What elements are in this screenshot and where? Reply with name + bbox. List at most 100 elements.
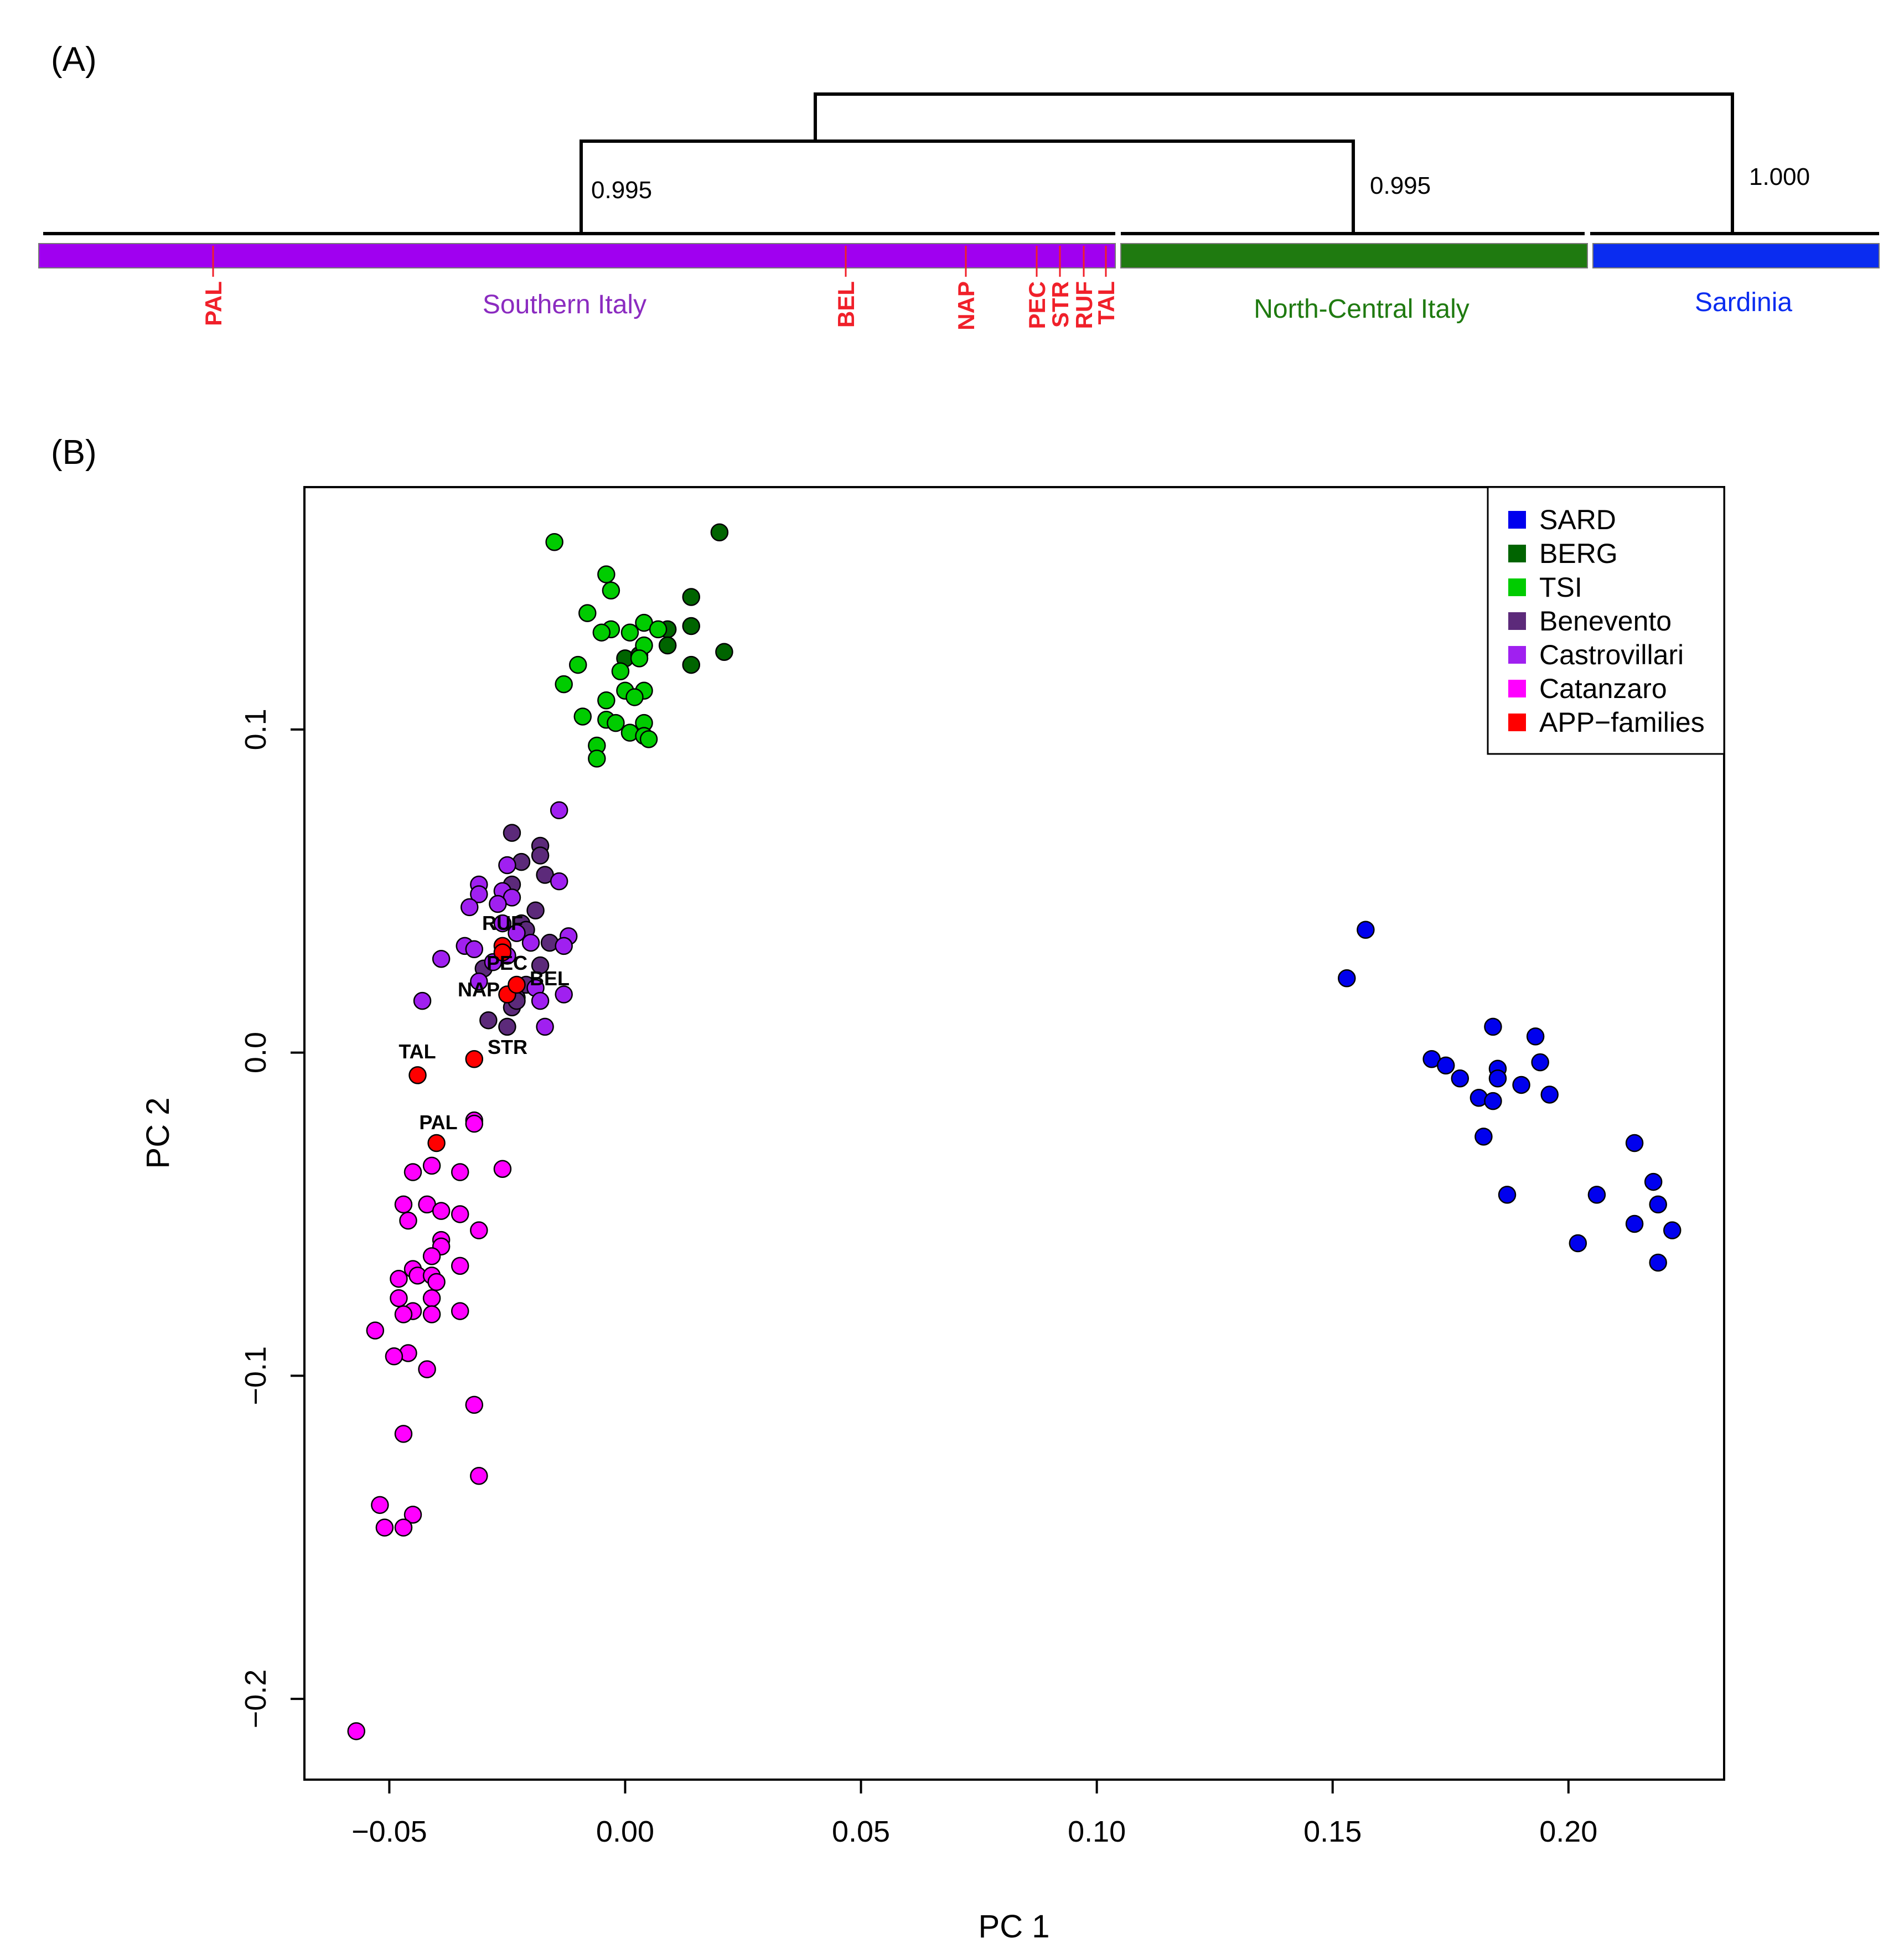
data-point: [550, 872, 568, 891]
data-point: [531, 956, 550, 975]
data-point: [479, 1011, 498, 1030]
plot-frame: [303, 486, 1725, 1781]
data-point: [1338, 969, 1356, 988]
data-point: [620, 623, 639, 642]
data-point: [710, 523, 729, 541]
data-point: [422, 1289, 441, 1307]
data-point: [602, 581, 620, 600]
data-point: [597, 565, 615, 583]
data-point: [465, 940, 484, 959]
panel-a-label: (A): [51, 40, 97, 79]
data-point: [390, 1289, 408, 1307]
data-point: [451, 1163, 469, 1181]
region-bar-southern-italy: [38, 243, 1116, 268]
data-point: [1474, 1128, 1493, 1146]
data-point: [1526, 1027, 1545, 1046]
data-point: [451, 1205, 469, 1223]
data-point: [545, 533, 563, 551]
data-point: [1540, 1085, 1559, 1104]
data-point: [625, 688, 644, 706]
data-point: [1512, 1076, 1530, 1094]
y-tick-label: 0.0: [239, 1032, 272, 1073]
scatter-points: [347, 523, 1681, 1740]
data-point: [498, 1017, 516, 1036]
data-point: [403, 1506, 422, 1524]
data-point: [451, 1257, 469, 1275]
data-point: [422, 1156, 441, 1175]
y-tick-label: 0.1: [239, 709, 272, 750]
legend: SARDBERGTSIBeneventoCastrovillariCatanza…: [1487, 486, 1725, 755]
data-point: [555, 675, 573, 694]
point-label-str: STR: [488, 1036, 527, 1058]
data-point: [470, 972, 488, 991]
data-point: [493, 943, 512, 962]
series-castrovillari: [413, 801, 578, 1036]
data-point: [1451, 1069, 1470, 1088]
point-labels: RUF PEC NAP BEL TAL STR PAL: [399, 912, 570, 1134]
point-label-pal: PAL: [419, 1111, 457, 1134]
x-tick-label: −0.05: [351, 1815, 427, 1848]
point-label-ruf: RUF: [482, 912, 523, 934]
data-point: [649, 620, 668, 639]
data-point: [390, 1269, 408, 1288]
data-point: [1569, 1234, 1587, 1253]
data-point: [555, 985, 573, 1004]
point-label-pec: PEC: [487, 952, 527, 974]
family-label-pal: PAL: [200, 281, 226, 326]
data-point: [526, 901, 545, 919]
region-bar-north-central-italy: [1120, 243, 1588, 268]
data-point: [1625, 1134, 1644, 1152]
data-point: [550, 801, 568, 819]
family-label-bel: BEL: [833, 281, 859, 328]
family-label-tal: TAL: [1093, 281, 1119, 325]
data-point: [715, 643, 733, 661]
data-point: [658, 636, 677, 655]
data-point: [385, 1347, 403, 1366]
x-tick-label: 0.20: [1539, 1815, 1597, 1848]
data-point: [1649, 1253, 1667, 1272]
data-point: [1357, 921, 1375, 939]
data-point: [489, 895, 507, 913]
data-point: [611, 662, 630, 680]
data-point: [394, 1305, 413, 1324]
data-point: [451, 1302, 469, 1320]
data-point: [508, 975, 526, 994]
series-berg: [616, 523, 733, 674]
data-point: [682, 617, 701, 635]
support-value-1: 0.995: [591, 177, 652, 204]
data-point: [422, 1305, 441, 1324]
legend-label: Catanzaro: [1539, 673, 1667, 704]
data-point: [413, 991, 432, 1010]
legend-swatch: [1508, 578, 1526, 596]
data-point: [639, 730, 658, 748]
y-tick-label: −0.1: [239, 1346, 272, 1405]
data-point: [375, 1518, 394, 1537]
data-point: [427, 1273, 446, 1291]
data-point: [597, 691, 615, 710]
data-point: [1488, 1069, 1507, 1088]
region-label-north-central-italy: North-Central Italy: [1254, 294, 1469, 324]
y-axis: −0.2 −0.1 0.0 0.1: [239, 709, 304, 1728]
data-point: [347, 1722, 365, 1740]
support-value-2: 0.995: [1370, 172, 1431, 199]
legend-label: Castrovillari: [1539, 639, 1684, 670]
legend-swatch: [1508, 714, 1526, 731]
region-label-sardinia: Sardinia: [1695, 288, 1792, 317]
data-point: [588, 749, 606, 768]
data-point: [418, 1360, 436, 1378]
data-point: [1498, 1186, 1517, 1204]
region-label-southern-italy: Southern Italy: [483, 290, 646, 319]
data-point: [1644, 1172, 1663, 1191]
data-point: [607, 714, 625, 732]
data-point: [1663, 1221, 1681, 1239]
legend-swatch: [1508, 646, 1526, 664]
region-bar-sardinia: [1592, 243, 1880, 268]
data-point: [394, 1195, 413, 1214]
family-label-ruf: RUF: [1071, 281, 1097, 329]
dendrogram: [43, 92, 1879, 235]
branch-italy-sardinia: [814, 92, 1734, 234]
data-point: [465, 1050, 484, 1068]
data-point: [682, 655, 701, 674]
series-sard: [1338, 921, 1681, 1272]
